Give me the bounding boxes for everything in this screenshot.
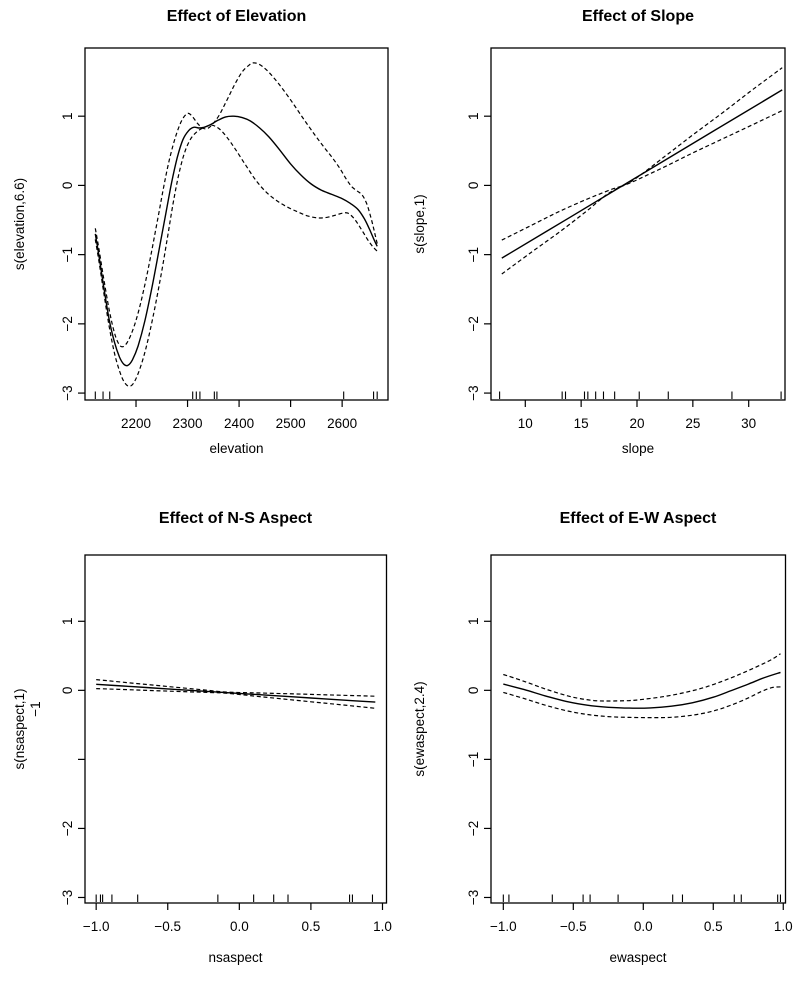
x-tick-label: 2600 — [327, 416, 357, 431]
y-tick-label: −3 — [466, 890, 481, 905]
ew-aspect-effect-plot: −1.0 −0.5 0.0 0.5 1.0 1 0 −1 −2 −3 s(ewaspect,2.4) — [412, 554, 793, 934]
x-tick-label: 20 — [629, 416, 644, 431]
upper-ci-line — [94, 62, 378, 348]
x-tick-label: −1.0 — [83, 919, 110, 934]
y-tick-label: −2 — [60, 821, 75, 836]
y-axis-label: s(elevation,6.6) — [12, 178, 27, 270]
y-axis-label: s(nsaspect,1) — [12, 688, 27, 769]
x-tick-label: −0.5 — [154, 919, 181, 934]
x-axis-label-elevation: elevation — [209, 441, 264, 456]
x-tick-label: 30 — [741, 416, 756, 431]
y-tick-label: 0 — [466, 687, 481, 695]
y-tick-label: 1 — [60, 618, 75, 626]
y-tick-label: −2 — [60, 316, 75, 331]
upper-ci-line — [503, 653, 781, 702]
y-tick-label: −1 — [60, 247, 75, 262]
x-tick-label: 15 — [574, 416, 589, 431]
x-tick-label: 2400 — [224, 416, 254, 431]
fitted-smooth-line — [503, 671, 781, 709]
y-tick-label: 1 — [466, 618, 481, 626]
x-tick-label: 10 — [518, 416, 533, 431]
elevation-effect-plot: 2200 2300 2400 2500 2600 1 0 −1 −2 −3 s(elevation,… — [12, 47, 389, 431]
y-tick-label: −2 — [466, 316, 481, 331]
plot-box — [490, 47, 786, 401]
y-tick-label: −1 — [466, 752, 481, 767]
x-tick-label: −1.0 — [490, 919, 517, 934]
x-tick-label: 0.5 — [302, 919, 321, 934]
lower-ci-line — [503, 686, 781, 719]
plot-box — [84, 554, 388, 904]
lower-ci-line — [501, 110, 783, 275]
x-tick-label: 1.0 — [373, 919, 392, 934]
x-tick-label: 2200 — [121, 416, 151, 431]
y-axis-label: s(ewaspect,2.4) — [412, 681, 427, 776]
x-tick-label: 1.0 — [774, 919, 793, 934]
y-tick-label: −2 — [466, 821, 481, 836]
y-tick-label: −1 — [466, 247, 481, 262]
lower-ci-line — [96, 688, 376, 709]
fitted-smooth-line — [96, 683, 376, 703]
x-axis-label-nsaspect: nsaspect — [208, 950, 263, 965]
displaced-y-tick-label: −1 — [28, 701, 43, 717]
x-tick-label: 0.0 — [230, 919, 249, 934]
panel-title-ew-aspect: Effect of E-W Aspect — [559, 510, 717, 527]
y-axis-label: s(slope,1) — [412, 194, 427, 253]
fitted-smooth-line — [94, 115, 378, 367]
x-tick-label: 25 — [685, 416, 700, 431]
upper-ci-line — [501, 67, 783, 241]
ns-aspect-effect-plot: −1.0 −0.5 0.0 0.5 1.0 1 0 −2 −3 s(nsaspect,1) — [12, 554, 392, 934]
x-axis-label-slope: slope — [621, 441, 655, 456]
y-tick-label: −3 — [60, 385, 75, 400]
y-tick-label: 0 — [60, 182, 75, 190]
y-tick-label: 0 — [60, 687, 75, 695]
y-tick-label: −3 — [466, 385, 481, 400]
upper-ci-line — [96, 679, 376, 697]
plot-box — [490, 554, 787, 904]
x-tick-label: −0.5 — [560, 919, 587, 934]
panel-title-elevation: Effect of Elevation — [166, 8, 307, 25]
panel-title-slope: Effect of Slope — [581, 8, 694, 25]
x-tick-label: 2300 — [173, 416, 203, 431]
y-tick-label: 1 — [466, 112, 481, 120]
x-axis-label-ewaspect: ewaspect — [609, 950, 667, 965]
y-tick-label: 0 — [466, 182, 481, 190]
x-tick-label: 2500 — [276, 416, 306, 431]
y-tick-label: 1 — [60, 112, 75, 120]
x-tick-label: 0.5 — [704, 919, 723, 934]
panel-title-ns-aspect: Effect of N-S Aspect — [158, 510, 313, 527]
x-tick-label: 0.0 — [634, 919, 653, 934]
y-tick-label: −3 — [60, 890, 75, 905]
plot-box — [84, 47, 389, 401]
